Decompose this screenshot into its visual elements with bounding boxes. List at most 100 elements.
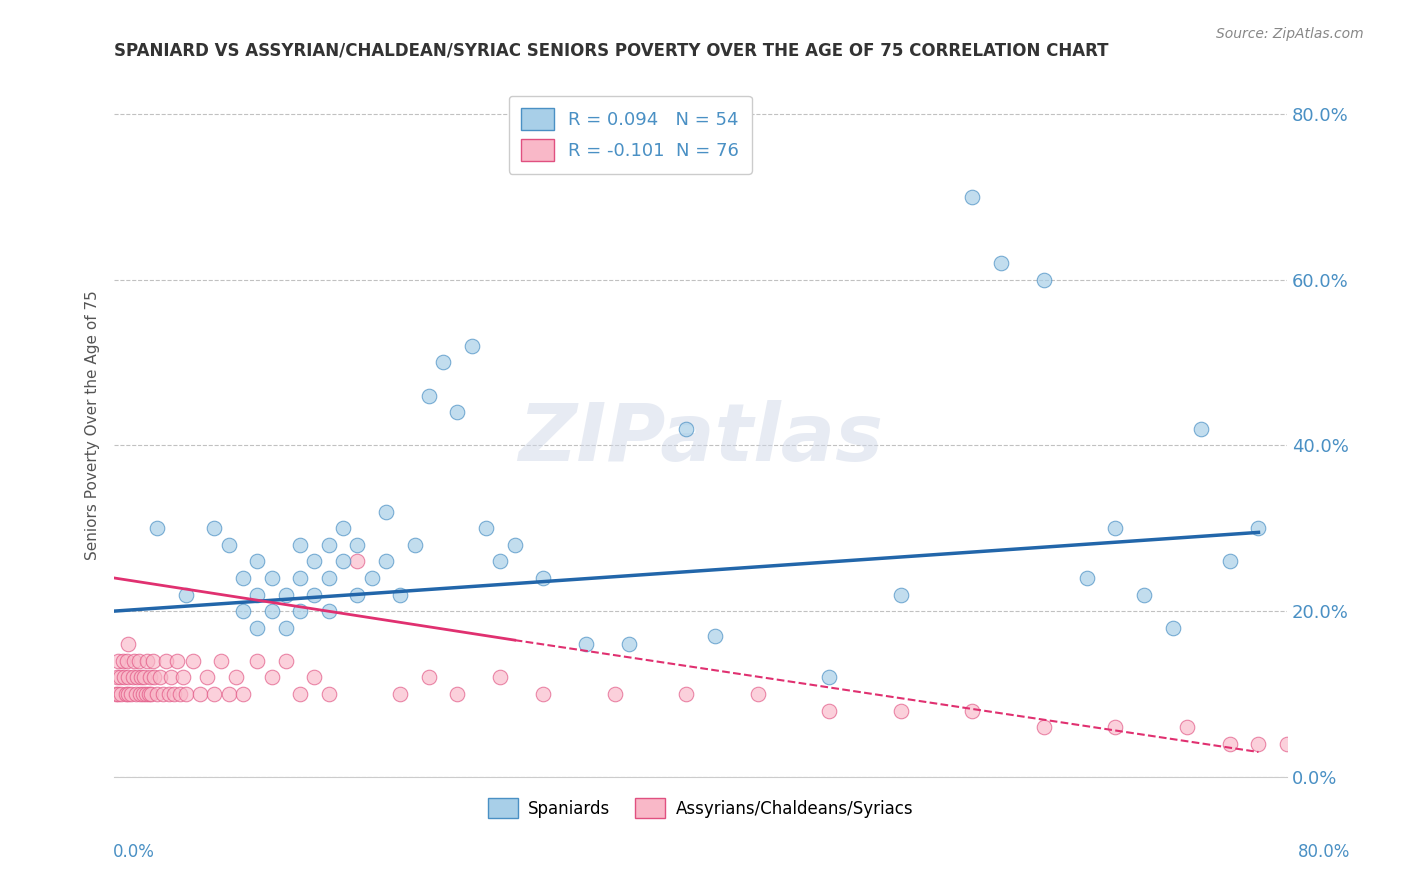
Point <box>246 621 269 635</box>
Point <box>1133 588 1156 602</box>
Point <box>332 554 354 568</box>
Point <box>181 654 204 668</box>
Point <box>246 554 269 568</box>
Text: SPANIARD VS ASSYRIAN/CHALDEAN/SYRIAC SENIORS POVERTY OVER THE AGE OF 75 CORRELAT: SPANIARD VS ASSYRIAN/CHALDEAN/SYRIAC SEN… <box>114 42 1109 60</box>
Point <box>890 588 912 602</box>
Point <box>157 687 180 701</box>
Point <box>531 687 554 701</box>
Point <box>135 687 157 701</box>
Point <box>232 687 254 701</box>
Point <box>104 687 127 701</box>
Point <box>149 670 172 684</box>
Point <box>169 687 191 701</box>
Point <box>1104 521 1126 535</box>
Point <box>1175 720 1198 734</box>
Point <box>446 405 468 419</box>
Point <box>138 687 160 701</box>
Point <box>146 521 169 535</box>
Point <box>134 670 156 684</box>
Point <box>260 571 283 585</box>
Point <box>120 687 142 701</box>
Legend: Spaniards, Assyrians/Chaldeans/Syriacs: Spaniards, Assyrians/Chaldeans/Syriacs <box>481 791 920 825</box>
Point <box>288 538 311 552</box>
Point <box>107 687 129 701</box>
Point <box>166 654 188 668</box>
Point <box>346 588 368 602</box>
Point <box>1189 422 1212 436</box>
Point <box>288 687 311 701</box>
Point <box>172 670 194 684</box>
Point <box>418 389 440 403</box>
Point <box>461 339 484 353</box>
Point <box>246 654 269 668</box>
Point <box>174 687 197 701</box>
Point <box>389 588 412 602</box>
Point <box>404 538 426 552</box>
Point <box>136 654 159 668</box>
Text: 0.0%: 0.0% <box>112 843 155 861</box>
Point <box>818 670 841 684</box>
Point <box>318 571 340 585</box>
Point <box>1219 737 1241 751</box>
Point <box>114 687 136 701</box>
Point <box>375 505 398 519</box>
Point <box>211 654 233 668</box>
Point <box>218 687 240 701</box>
Point <box>962 190 984 204</box>
Point <box>503 538 526 552</box>
Point <box>1361 753 1384 767</box>
Point <box>115 654 138 668</box>
Point <box>274 654 297 668</box>
Point <box>160 670 183 684</box>
Point <box>124 687 146 701</box>
Point <box>202 521 225 535</box>
Point <box>304 588 326 602</box>
Point <box>288 604 311 618</box>
Point <box>232 571 254 585</box>
Point <box>432 355 454 369</box>
Point <box>188 687 211 701</box>
Point <box>1104 720 1126 734</box>
Point <box>202 687 225 701</box>
Point <box>105 670 128 684</box>
Point <box>318 538 340 552</box>
Point <box>152 687 174 701</box>
Point <box>260 604 283 618</box>
Point <box>246 588 269 602</box>
Point <box>747 687 769 701</box>
Point <box>1247 737 1270 751</box>
Point <box>122 654 145 668</box>
Point <box>117 670 139 684</box>
Point <box>675 687 697 701</box>
Point <box>531 571 554 585</box>
Point <box>107 654 129 668</box>
Point <box>617 637 640 651</box>
Point <box>318 604 340 618</box>
Point <box>132 687 155 701</box>
Point <box>818 704 841 718</box>
Point <box>1161 621 1184 635</box>
Y-axis label: Seniors Poverty Over the Age of 75: Seniors Poverty Over the Age of 75 <box>86 290 100 559</box>
Point <box>174 588 197 602</box>
Point <box>143 670 166 684</box>
Point <box>195 670 218 684</box>
Point <box>139 670 162 684</box>
Point <box>1032 720 1054 734</box>
Point <box>446 687 468 701</box>
Point <box>111 654 134 668</box>
Point <box>142 654 165 668</box>
Point <box>121 670 143 684</box>
Point <box>890 704 912 718</box>
Point <box>475 521 498 535</box>
Point <box>962 704 984 718</box>
Point <box>218 538 240 552</box>
Point <box>1076 571 1098 585</box>
Point <box>489 670 512 684</box>
Point <box>112 670 135 684</box>
Point <box>1032 272 1054 286</box>
Point <box>346 554 368 568</box>
Point <box>489 554 512 568</box>
Point <box>131 670 153 684</box>
Point <box>274 588 297 602</box>
Point <box>1275 737 1298 751</box>
